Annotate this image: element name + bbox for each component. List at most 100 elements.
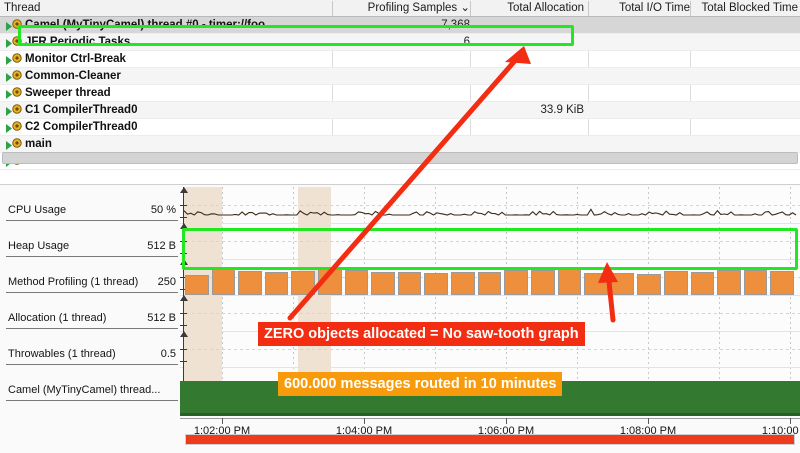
vertical-gridline	[222, 187, 223, 412]
column-header-total-i-o-time[interactable]: Total I/O Time	[619, 2, 690, 14]
time-axis-tick	[648, 418, 649, 424]
table-row[interactable]: Common-Cleaner	[0, 68, 800, 85]
lane-allocation-1-thread[interactable]: Allocation (1 thread) 512 B	[6, 293, 178, 329]
timeline-range-scrollbar[interactable]	[185, 434, 795, 445]
lane-label: Throwables (1 thread)	[8, 348, 116, 360]
y-axis-tick	[180, 349, 187, 350]
timeline-chart-panel: CPU Usage 50 % Heap Usage 512 B Method Profi…	[0, 184, 800, 453]
annotation-zero-objects: ZERO objects allocated = No saw-tooth gr…	[258, 322, 585, 346]
lane-heap-usage[interactable]: Heap Usage 512 B	[6, 221, 178, 257]
table-header-row: Thread Profiling Samples ⌄ Total Allocatio…	[0, 0, 800, 17]
column-header-total-allocation[interactable]: Total Allocation	[507, 2, 584, 14]
lane-axis-value: 512 B	[147, 240, 176, 252]
thread-name: Sweeper thread	[25, 87, 111, 99]
bar	[185, 274, 209, 295]
vertical-gridline	[719, 187, 720, 412]
table-row[interactable]: C2 CompilerThread0	[0, 119, 800, 136]
lane-label: Heap Usage	[8, 240, 70, 252]
lane-axis-value: 50 %	[150, 204, 176, 216]
table-row[interactable]: C1 CompilerThread0 33.9 KiB	[0, 102, 800, 119]
y-axis-tick	[180, 313, 187, 314]
lane-divider	[180, 367, 800, 368]
lane-label: Camel (MyTinyCamel) thread...	[8, 384, 161, 396]
table-row[interactable]: Camel (MyTinyCamel) thread #0 - timer://…	[0, 17, 800, 34]
bar	[211, 266, 236, 295]
bar	[371, 271, 395, 295]
lane-divider	[180, 223, 800, 224]
y-axis-arrow	[180, 187, 188, 193]
thread-name: C2 CompilerThread0	[25, 121, 138, 133]
thread-icon	[6, 53, 24, 66]
table-horizontal-scrollbar[interactable]	[2, 152, 798, 164]
time-axis-tick	[790, 418, 791, 424]
column-header-total-blocked-time[interactable]: Total Blocked Time	[701, 2, 798, 14]
column-header-profiling-samples[interactable]: Profiling Samples ⌄	[367, 2, 470, 14]
thread-icon	[6, 87, 24, 100]
vertical-gridline	[790, 187, 791, 412]
thread-icon	[6, 121, 24, 134]
y-axis-arrow	[180, 295, 188, 301]
table-row[interactable]: Sweeper thread	[0, 85, 800, 102]
table-row[interactable]: main	[0, 136, 800, 153]
thread-name: Monitor Ctrl-Break	[25, 53, 126, 65]
y-axis-arrow	[180, 331, 188, 337]
y-axis-tick	[180, 205, 187, 206]
table-row[interactable]: Monitor Ctrl-Break	[0, 51, 800, 68]
time-axis-tick	[364, 418, 365, 424]
cell-allocation: 33.9 KiB	[540, 104, 584, 116]
method-profiling-bars	[184, 259, 800, 295]
thread-name: main	[25, 138, 52, 150]
column-separator	[588, 17, 589, 154]
y-axis-tick	[180, 277, 187, 278]
horizontal-gridline	[180, 241, 800, 242]
y-axis-arrow	[180, 223, 188, 229]
lane-camel-mytinycamel-thread[interactable]: Camel (MyTinyCamel) thread...	[6, 365, 178, 401]
lane-cpu-usage[interactable]: CPU Usage 50 %	[6, 185, 178, 221]
column-separator[interactable]	[588, 1, 589, 16]
thread-name: Camel (MyTinyCamel) thread #0 - timer://…	[25, 19, 266, 31]
y-axis-tick	[180, 253, 187, 254]
lane-method-profiling-1-thread[interactable]: Method Profiling (1 thread) 250	[6, 257, 178, 293]
panel-divider	[0, 170, 800, 184]
column-separator[interactable]	[690, 1, 691, 16]
horizontal-gridline	[180, 349, 800, 350]
bar	[291, 271, 316, 295]
bar	[397, 272, 422, 295]
column-separator[interactable]	[332, 1, 333, 16]
thread-icon	[6, 70, 24, 83]
bar	[504, 270, 528, 295]
table-row[interactable]: JFR Periodic Tasks 6	[0, 34, 800, 51]
bar	[557, 269, 582, 295]
annotation-messages-routed: 600.000 messages routed in 10 minutes	[278, 372, 563, 396]
column-header-thread[interactable]: Thread	[4, 2, 41, 14]
bar	[690, 272, 715, 295]
bar	[264, 271, 289, 295]
cell-samples: 7,368	[441, 19, 470, 31]
camel-thread-band-edge	[180, 413, 800, 416]
lane-label: Method Profiling (1 thread)	[8, 276, 139, 288]
lane-throwables-1-thread[interactable]: Throwables (1 thread) 0.5	[6, 329, 178, 365]
cpu-usage-line	[183, 208, 797, 216]
bar	[477, 271, 502, 295]
highlighted-time-range	[184, 187, 222, 412]
lane-label: Allocation (1 thread)	[8, 312, 107, 324]
lane-axis-value: 250	[157, 276, 176, 288]
lane-label: CPU Usage	[8, 204, 67, 216]
lane-divider	[180, 295, 800, 296]
bar	[530, 269, 555, 295]
bar	[344, 270, 369, 295]
bar	[637, 273, 661, 295]
thread-name: Common-Cleaner	[25, 70, 121, 82]
bar	[424, 272, 449, 295]
bar	[451, 272, 475, 295]
column-separator[interactable]	[470, 1, 471, 16]
table-body[interactable]: Camel (MyTinyCamel) thread #0 - timer://…	[0, 17, 800, 170]
bar	[770, 271, 794, 295]
bar	[584, 272, 608, 295]
thread-icon	[6, 19, 24, 32]
vertical-gridline	[577, 187, 578, 412]
column-separator	[690, 17, 691, 154]
lane-axis-value: 512 B	[147, 312, 176, 324]
vertical-gridline	[648, 187, 649, 412]
y-axis-tick	[180, 289, 187, 290]
